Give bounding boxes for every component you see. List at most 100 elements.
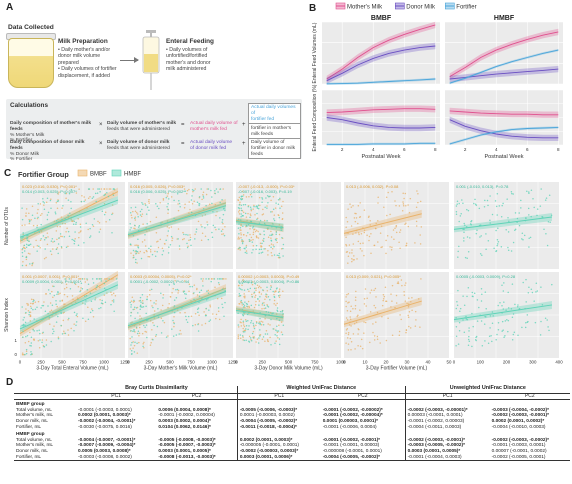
scatter-point-hmbf	[459, 310, 461, 312]
scatter-point-bmbf	[242, 339, 244, 341]
scatter-point-bmbf	[363, 229, 366, 231]
scatter-point-hmbf	[150, 288, 153, 291]
scatter-point-bmbf	[415, 225, 418, 227]
scatter-point-hmbf	[511, 283, 514, 285]
stat-annotation-bmbf: 0.001 (0.0007, 0.001), P<0.001*	[22, 274, 79, 279]
scatter-point-bmbf	[363, 332, 365, 334]
scatter-point-bmbf	[178, 248, 181, 250]
scatter-point-hmbf	[25, 256, 27, 259]
scatter-point-hmbf	[157, 316, 160, 318]
scatter-point-hmbf	[255, 248, 257, 251]
scatter-point-bmbf	[401, 210, 404, 212]
scatter-point-hmbf	[67, 214, 69, 217]
scatter-point-bmbf	[395, 204, 397, 207]
scatter-point-bmbf	[399, 247, 401, 250]
scatter-point-bmbf	[171, 292, 173, 294]
scatter-point-bmbf	[36, 244, 39, 247]
scatter-point-bmbf	[357, 345, 359, 347]
scatter-point-bmbf	[60, 216, 63, 218]
scatter-point-bmbf	[216, 211, 218, 213]
x-tick-label: 500	[166, 360, 174, 365]
scatter-point-hmbf	[458, 220, 460, 223]
scatter-point-hmbf	[40, 307, 42, 309]
scatter-point-bmbf	[136, 262, 138, 264]
scatter-point-hmbf	[32, 300, 34, 303]
scatter-point-hmbf	[21, 324, 23, 326]
table-cell: -0.0002 (-0.0003, -0.0001)*	[491, 413, 549, 419]
scatter-point-hmbf	[455, 205, 458, 207]
scatter-point-bmbf	[346, 328, 349, 330]
scatter-point-bmbf	[244, 295, 246, 297]
scatter-point-hmbf	[39, 332, 41, 335]
scatter-point-hmbf	[259, 329, 261, 331]
scatter-point-hmbf	[238, 204, 241, 206]
scatter-point-bmbf	[270, 284, 272, 287]
scatter-point-bmbf	[242, 336, 244, 338]
scatter-point-hmbf	[238, 223, 240, 225]
scatter-point-hmbf	[485, 248, 487, 251]
scatter-point-hmbf	[175, 334, 178, 336]
table-cell: -0.0004 (-0.0010, 0.0003)	[491, 424, 546, 430]
scatter-point-bmbf	[39, 239, 42, 241]
scatter-point-bmbf	[106, 278, 108, 280]
scatter-point-bmbf	[349, 203, 351, 205]
scatter-point-bmbf	[217, 310, 220, 312]
scatter-point-bmbf	[70, 218, 72, 221]
scatter-point-hmbf	[238, 232, 240, 235]
scatter-point-hmbf	[49, 199, 52, 202]
scatter-point-bmbf	[149, 299, 152, 302]
scatter-point-hmbf	[179, 206, 181, 208]
scatter-point-hmbf	[455, 316, 457, 319]
scatter-point-hmbf	[277, 330, 280, 332]
scatter-point-bmbf	[148, 202, 150, 204]
scatter-point-hmbf	[456, 200, 459, 203]
scatter-point-bmbf	[250, 209, 253, 212]
scatter-point-bmbf	[240, 224, 242, 227]
scatter-point-hmbf	[544, 199, 547, 201]
scatter-point-hmbf	[487, 342, 490, 345]
x-tick-label: 30	[405, 360, 410, 365]
scatter-point-hmbf	[252, 227, 254, 229]
scatter-point-hmbf	[240, 209, 243, 212]
scatter-point-bmbf	[369, 220, 371, 222]
scatter-point-bmbf	[149, 289, 151, 291]
scatter-point-bmbf	[369, 224, 371, 226]
scatter-point-hmbf	[459, 307, 462, 310]
scatter-point-hmbf	[77, 298, 79, 301]
scatter-point-hmbf	[255, 322, 258, 324]
scatter-point-bmbf	[258, 300, 261, 302]
scatter-point-bmbf	[21, 224, 23, 227]
scatter-point-hmbf	[475, 232, 478, 235]
scatter-point-hmbf	[134, 261, 137, 264]
scatter-point-hmbf	[481, 293, 483, 295]
scatter-point-bmbf	[245, 244, 248, 247]
scatter-point-hmbf	[73, 239, 75, 242]
scatter-point-hmbf	[21, 237, 23, 239]
table-cell	[321, 430, 405, 438]
scatter-point-hmbf	[539, 334, 542, 336]
scatter-point-bmbf	[252, 208, 254, 210]
scatter-point-hmbf	[499, 302, 501, 304]
scatter-point-bmbf	[365, 305, 367, 307]
scatter-point-bmbf	[362, 242, 364, 244]
table-cell: -0.0004 (-0.0011, 0.0003)	[404, 424, 490, 431]
y-axis-label-otus: Number of OTUs	[4, 207, 10, 245]
scatter-point-hmbf	[36, 329, 38, 332]
scatter-point-bmbf	[357, 333, 359, 335]
scatter-point-bmbf	[368, 239, 370, 242]
scatter-point-bmbf	[245, 216, 248, 218]
scatter-point-hmbf	[101, 299, 103, 302]
scatter-point-hmbf	[62, 204, 64, 207]
scatter-point-hmbf	[129, 222, 131, 225]
scatter-point-hmbf	[170, 235, 173, 238]
scatter-point-bmbf	[377, 241, 379, 243]
scatter-point-bmbf	[280, 331, 283, 333]
scatter-point-hmbf	[57, 243, 60, 245]
table-cell: -0.000008 (-0.0001, 0.0001)	[322, 448, 382, 454]
scatter-point-bmbf	[209, 304, 211, 306]
scatter-point-bmbf	[415, 220, 418, 223]
scatter-point-bmbf	[188, 283, 191, 286]
scatter-point-hmbf	[135, 258, 137, 261]
scatter-point-bmbf	[347, 293, 350, 295]
scatter-point-hmbf	[178, 200, 180, 202]
